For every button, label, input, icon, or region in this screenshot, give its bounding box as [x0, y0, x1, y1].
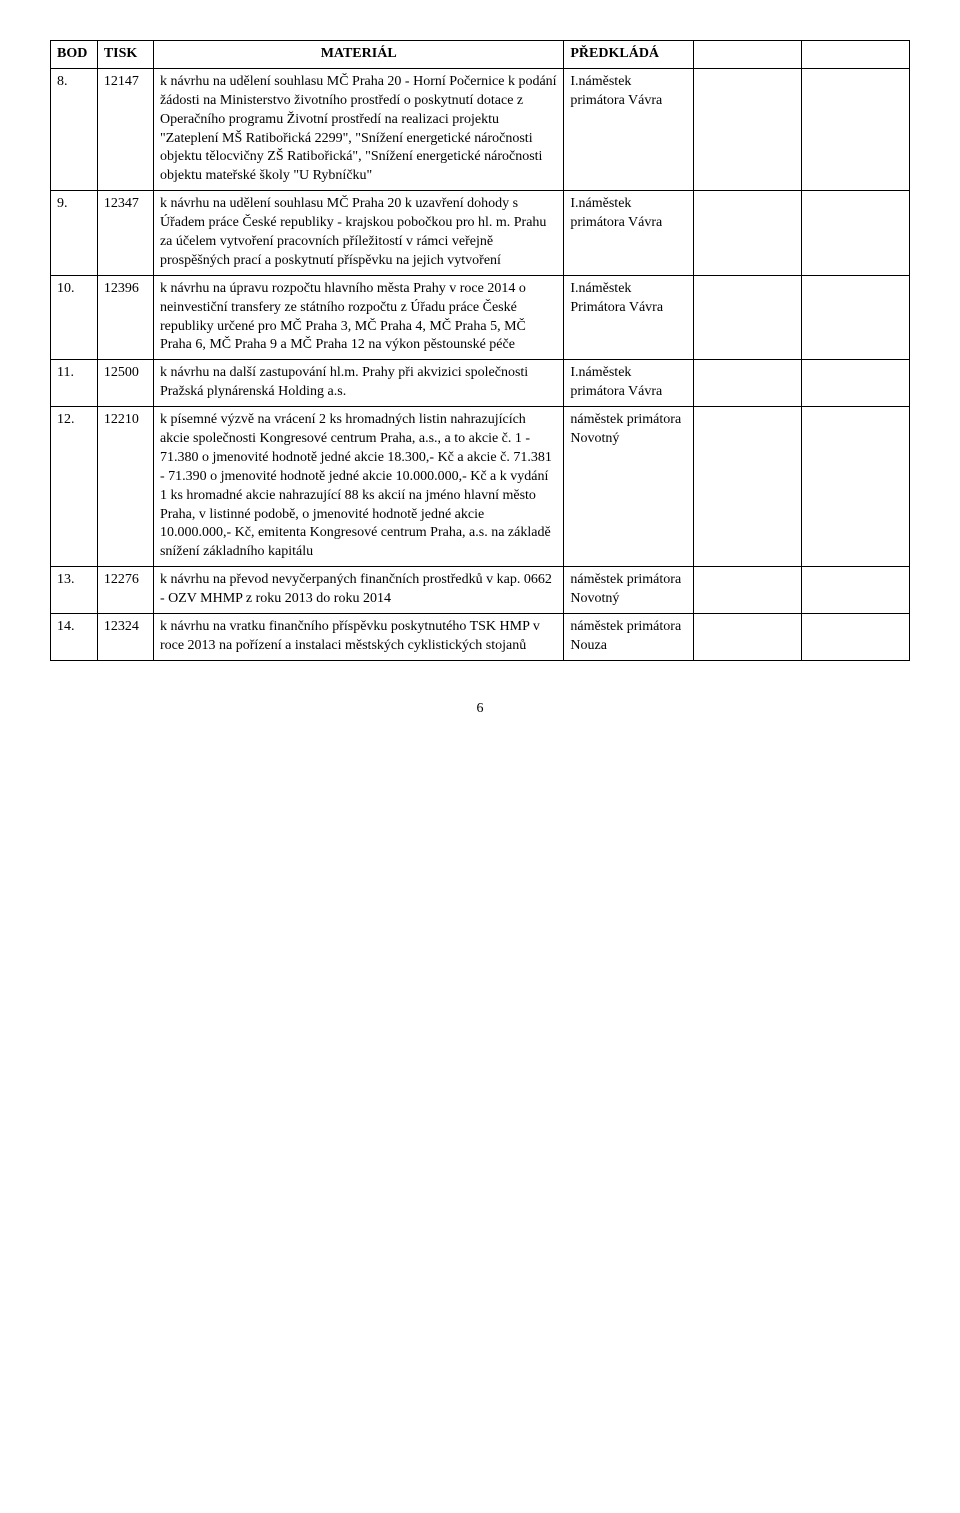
cell-tisk: 12347 — [97, 191, 153, 276]
header-material: MATERIÁL — [153, 41, 563, 69]
cell-predklada: I.náměstek primátora Vávra — [564, 191, 694, 276]
header-empty1 — [693, 41, 801, 69]
cell-predklada: I.náměstek primátora Vávra — [564, 360, 694, 407]
cell-tisk: 12324 — [97, 614, 153, 661]
cell-tisk: 12396 — [97, 275, 153, 360]
cell-empty — [693, 191, 801, 276]
cell-empty — [693, 360, 801, 407]
agenda-table: BOD TISK MATERIÁL PŘEDKLÁDÁ 8.12147k náv… — [50, 40, 910, 661]
cell-bod: 9. — [51, 191, 98, 276]
cell-material: k návrhu na udělení souhlasu MČ Praha 20… — [153, 68, 563, 190]
page-number: 6 — [50, 701, 910, 717]
table-row: 14.12324k návrhu na vratku finančního př… — [51, 614, 910, 661]
cell-bod: 11. — [51, 360, 98, 407]
cell-predklada: I.náměstek Primátora Vávra — [564, 275, 694, 360]
cell-empty — [801, 614, 909, 661]
cell-material: k návrhu na další zastupování hl.m. Prah… — [153, 360, 563, 407]
table-header-row: BOD TISK MATERIÁL PŘEDKLÁDÁ — [51, 41, 910, 69]
cell-empty — [693, 407, 801, 567]
table-row: 12.12210k písemné výzvě na vrácení 2 ks … — [51, 407, 910, 567]
cell-empty — [801, 407, 909, 567]
header-tisk: TISK — [97, 41, 153, 69]
cell-material: k návrhu na udělení souhlasu MČ Praha 20… — [153, 191, 563, 276]
cell-empty — [801, 191, 909, 276]
table-row: 11.12500k návrhu na další zastupování hl… — [51, 360, 910, 407]
cell-predklada: náměstek primátora Novotný — [564, 567, 694, 614]
cell-empty — [693, 275, 801, 360]
cell-empty — [693, 68, 801, 190]
cell-empty — [801, 275, 909, 360]
header-empty2 — [801, 41, 909, 69]
cell-empty — [693, 614, 801, 661]
cell-tisk: 12210 — [97, 407, 153, 567]
cell-material: k návrhu na úpravu rozpočtu hlavního měs… — [153, 275, 563, 360]
header-predklada: PŘEDKLÁDÁ — [564, 41, 694, 69]
header-bod: BOD — [51, 41, 98, 69]
cell-bod: 10. — [51, 275, 98, 360]
cell-predklada: náměstek primátora Novotný — [564, 407, 694, 567]
cell-empty — [801, 567, 909, 614]
cell-material: k návrhu na převod nevyčerpaných finančn… — [153, 567, 563, 614]
cell-bod: 12. — [51, 407, 98, 567]
cell-tisk: 12276 — [97, 567, 153, 614]
cell-bod: 13. — [51, 567, 98, 614]
cell-tisk: 12500 — [97, 360, 153, 407]
cell-predklada: náměstek primátora Nouza — [564, 614, 694, 661]
table-row: 9.12347k návrhu na udělení souhlasu MČ P… — [51, 191, 910, 276]
table-row: 10.12396k návrhu na úpravu rozpočtu hlav… — [51, 275, 910, 360]
cell-empty — [801, 68, 909, 190]
cell-material: k návrhu na vratku finančního příspěvku … — [153, 614, 563, 661]
cell-empty — [801, 360, 909, 407]
cell-predklada: I.náměstek primátora Vávra — [564, 68, 694, 190]
table-row: 13.12276k návrhu na převod nevyčerpaných… — [51, 567, 910, 614]
cell-material: k písemné výzvě na vrácení 2 ks hromadný… — [153, 407, 563, 567]
cell-tisk: 12147 — [97, 68, 153, 190]
cell-empty — [693, 567, 801, 614]
cell-bod: 8. — [51, 68, 98, 190]
table-row: 8.12147k návrhu na udělení souhlasu MČ P… — [51, 68, 910, 190]
cell-bod: 14. — [51, 614, 98, 661]
